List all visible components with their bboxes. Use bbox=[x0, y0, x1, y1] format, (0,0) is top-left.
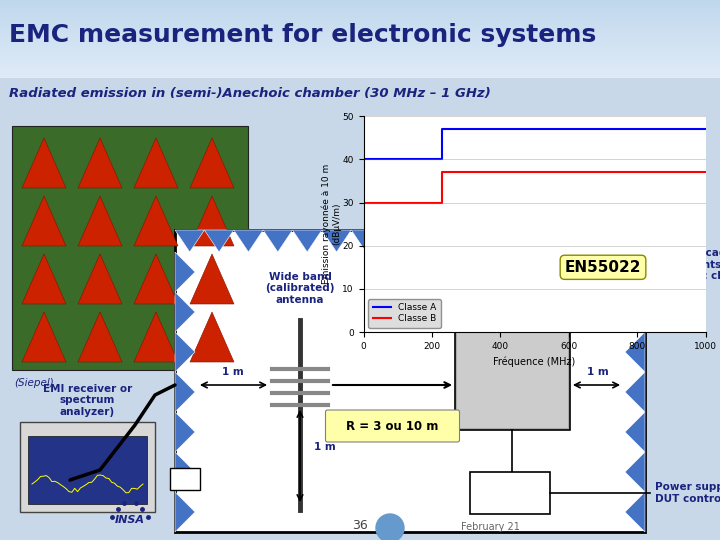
Polygon shape bbox=[78, 254, 122, 304]
Line: Classe A: Classe A bbox=[364, 129, 706, 159]
FancyBboxPatch shape bbox=[170, 468, 200, 490]
Polygon shape bbox=[586, 230, 616, 252]
Polygon shape bbox=[175, 412, 195, 452]
FancyBboxPatch shape bbox=[325, 410, 459, 442]
Polygon shape bbox=[234, 230, 263, 252]
Legend: Classe A, Classe B: Classe A, Classe B bbox=[368, 299, 441, 328]
Polygon shape bbox=[134, 254, 178, 304]
Circle shape bbox=[376, 514, 404, 540]
Polygon shape bbox=[22, 312, 66, 362]
FancyBboxPatch shape bbox=[20, 422, 155, 512]
Polygon shape bbox=[625, 252, 645, 292]
Classe B bbox=[359, 199, 368, 206]
Polygon shape bbox=[22, 254, 66, 304]
Polygon shape bbox=[625, 332, 645, 372]
Polygon shape bbox=[134, 312, 178, 362]
Text: EMC measurement for electronic systems: EMC measurement for electronic systems bbox=[9, 23, 596, 47]
Classe B bbox=[438, 169, 446, 176]
Classe A bbox=[359, 156, 368, 163]
Polygon shape bbox=[625, 412, 645, 452]
Polygon shape bbox=[134, 196, 178, 246]
Polygon shape bbox=[498, 230, 528, 252]
Polygon shape bbox=[190, 254, 234, 304]
Polygon shape bbox=[175, 372, 195, 412]
Classe B bbox=[701, 169, 710, 176]
Text: 36: 36 bbox=[352, 519, 368, 532]
Polygon shape bbox=[22, 138, 66, 188]
Polygon shape bbox=[616, 230, 645, 252]
Text: EMI receiver or
spectrum
analyzer): EMI receiver or spectrum analyzer) bbox=[43, 384, 132, 417]
FancyBboxPatch shape bbox=[12, 126, 248, 370]
Polygon shape bbox=[22, 196, 66, 246]
Polygon shape bbox=[78, 196, 122, 246]
Polygon shape bbox=[351, 230, 381, 252]
Polygon shape bbox=[204, 230, 234, 252]
Polygon shape bbox=[625, 492, 645, 532]
Text: EN55022: EN55022 bbox=[564, 260, 642, 275]
Polygon shape bbox=[78, 138, 122, 188]
Polygon shape bbox=[175, 292, 195, 332]
FancyBboxPatch shape bbox=[455, 300, 570, 430]
Polygon shape bbox=[292, 230, 322, 252]
Text: 1 m: 1 m bbox=[314, 442, 336, 453]
Text: Device under
test: Device under test bbox=[474, 266, 552, 288]
Polygon shape bbox=[190, 312, 234, 362]
Polygon shape bbox=[134, 138, 178, 188]
Polygon shape bbox=[263, 230, 292, 252]
FancyBboxPatch shape bbox=[470, 472, 550, 514]
Polygon shape bbox=[381, 230, 410, 252]
Line: Classe B: Classe B bbox=[364, 172, 706, 202]
Polygon shape bbox=[410, 230, 439, 252]
Polygon shape bbox=[175, 230, 204, 252]
Polygon shape bbox=[190, 138, 234, 188]
Text: 1 m: 1 m bbox=[587, 367, 608, 377]
FancyBboxPatch shape bbox=[28, 436, 147, 504]
Polygon shape bbox=[78, 312, 122, 362]
Text: Faraday cage (with
absorbents: semi-
anechoic chamber): Faraday cage (with absorbents: semi- ane… bbox=[655, 248, 720, 281]
Polygon shape bbox=[625, 372, 645, 412]
FancyBboxPatch shape bbox=[175, 230, 645, 532]
Polygon shape bbox=[557, 230, 586, 252]
Classe B bbox=[438, 199, 446, 206]
X-axis label: Fréquence (MHz): Fréquence (MHz) bbox=[493, 356, 576, 367]
Polygon shape bbox=[175, 332, 195, 372]
Polygon shape bbox=[175, 252, 195, 292]
Text: R = 3 ou 10 m: R = 3 ou 10 m bbox=[346, 420, 438, 433]
Polygon shape bbox=[528, 230, 557, 252]
Polygon shape bbox=[322, 230, 351, 252]
FancyBboxPatch shape bbox=[457, 302, 568, 428]
Classe A bbox=[438, 126, 446, 132]
Text: (Siepel): (Siepel) bbox=[14, 378, 54, 388]
Text: 1 m: 1 m bbox=[222, 367, 243, 377]
Classe A bbox=[438, 156, 446, 163]
Text: Wide band
(calibrated)
antenna: Wide band (calibrated) antenna bbox=[265, 272, 335, 305]
Polygon shape bbox=[439, 230, 469, 252]
Polygon shape bbox=[625, 452, 645, 492]
Text: Absorbents: Absorbents bbox=[372, 260, 448, 273]
Text: February 21: February 21 bbox=[461, 522, 519, 532]
Y-axis label: Emission rayonnée à 10 m
(dBμV/m): Emission rayonnée à 10 m (dBμV/m) bbox=[321, 164, 341, 284]
Polygon shape bbox=[190, 196, 234, 246]
Text: INSA: INSA bbox=[115, 515, 145, 525]
Polygon shape bbox=[469, 230, 498, 252]
Text: Radiated emission in (semi-)Anechoic chamber (30 MHz – 1 GHz): Radiated emission in (semi-)Anechoic cha… bbox=[9, 87, 490, 100]
Classe A bbox=[701, 126, 710, 132]
Polygon shape bbox=[625, 292, 645, 332]
Text: Power supply,
DUT control: Power supply, DUT control bbox=[655, 482, 720, 504]
Polygon shape bbox=[175, 492, 195, 532]
Polygon shape bbox=[175, 452, 195, 492]
